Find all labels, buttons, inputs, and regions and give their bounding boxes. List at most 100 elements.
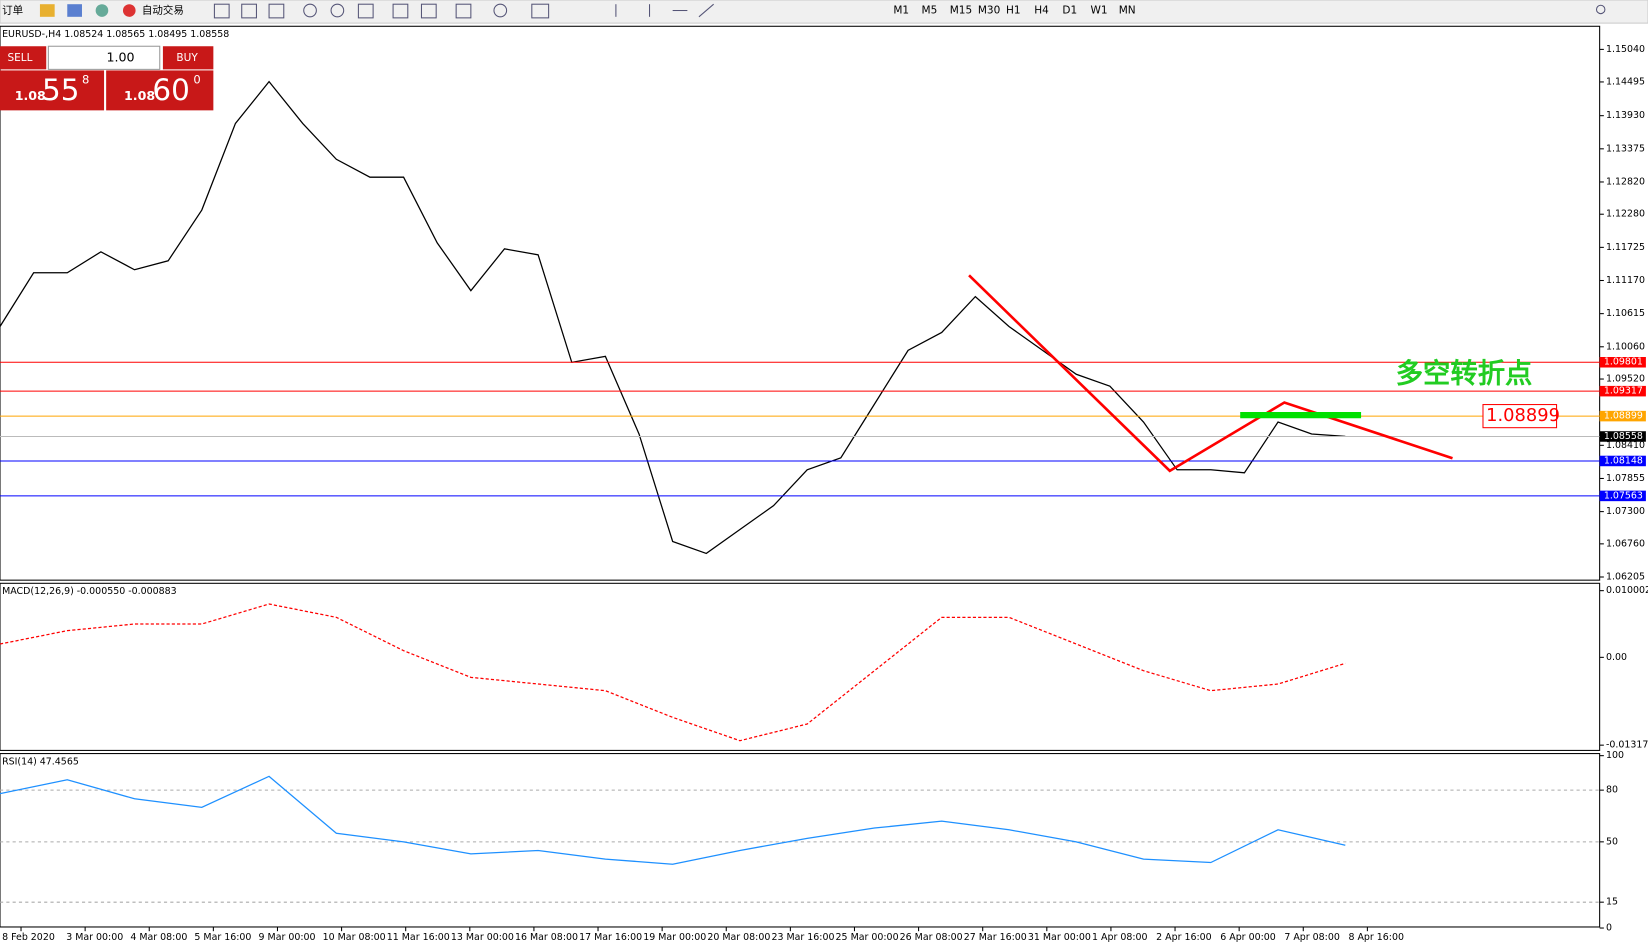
pane — [0, 582, 1601, 751]
buy-label: BUY — [176, 52, 198, 64]
bid-box[interactable] — [0, 70, 105, 111]
sell-label: SELL — [7, 52, 32, 64]
y-tick-label: 1.13375 — [1606, 143, 1645, 154]
search-icon[interactable] — [1595, 4, 1606, 15]
y-tick-label: 1.12820 — [1606, 176, 1645, 187]
icon[interactable] — [420, 3, 437, 19]
x-tick-label: 13 Mar 00:00 — [451, 932, 514, 943]
y-tick-label: 1.15040 — [1606, 44, 1645, 55]
pane-title: MACD(12,26,9) -0.000550 -0.000883 — [2, 586, 177, 597]
trade-panel: SELL 1.00 BUY 1.08 55 8 1.08 60 0 — [0, 45, 214, 111]
icon[interactable] — [213, 3, 230, 19]
icon[interactable] — [455, 3, 472, 19]
rsi-line — [0, 775, 1346, 865]
level-label-box — [1599, 490, 1646, 502]
bid-small: 8 — [82, 72, 89, 86]
lot-value: 1.00 — [106, 49, 134, 64]
icon[interactable] — [95, 4, 109, 17]
x-tick-label: 11 Mar 16:00 — [387, 932, 450, 943]
buy-button[interactable] — [162, 46, 214, 70]
x-tick-label: 4 Mar 08:00 — [130, 932, 187, 943]
y-tick-label: 50 — [1606, 836, 1618, 847]
price-label: 1.08899 — [1486, 405, 1560, 426]
ask-prefix: 1.08 — [124, 88, 155, 103]
lot-input[interactable] — [47, 45, 161, 70]
level-label-box — [1599, 431, 1646, 442]
ask-box[interactable] — [106, 70, 214, 111]
icon[interactable] — [330, 3, 345, 18]
x-tick-label: 27 Mar 16:00 — [964, 932, 1027, 943]
price-label-box — [1482, 404, 1558, 429]
trend-arrow — [968, 274, 1453, 473]
y-tick-label: 1.13930 — [1606, 110, 1645, 121]
x-tick-label: 3 Mar 00:00 — [66, 932, 123, 943]
x-tick-label: 31 Mar 00:00 — [1028, 932, 1091, 943]
toolbar-icons — [213, 3, 1606, 19]
pane — [0, 753, 1601, 928]
icon[interactable] — [241, 3, 257, 19]
x-tick-label: 8 Apr 16:00 — [1348, 932, 1404, 943]
new-order-button[interactable]: 订单 — [2, 5, 23, 17]
level-label: 1.07563 — [1604, 490, 1643, 501]
pane-title: RSI(14) 47.4565 — [2, 756, 79, 767]
y-tick-label: 80 — [1606, 785, 1618, 796]
timeframe-button[interactable]: MN — [1119, 5, 1136, 17]
y-tick-label: 1.10060 — [1606, 341, 1645, 352]
y-tick-label: 15 — [1606, 897, 1618, 908]
level-label: 1.08558 — [1604, 431, 1643, 442]
level-label: 1.09317 — [1604, 386, 1643, 397]
icon[interactable] — [531, 3, 550, 19]
x-tick-label: 9 Mar 00:00 — [259, 932, 316, 943]
icon[interactable] — [493, 3, 508, 18]
y-tick-label: 0 — [1606, 923, 1612, 934]
timeframe-button[interactable]: D1 — [1062, 5, 1077, 17]
x-tick-label: 1 Apr 08:00 — [1092, 932, 1148, 943]
ask-big: 60 — [152, 73, 189, 107]
x-tick-label: 19 Mar 00:00 — [643, 932, 706, 943]
toolbar — [0, 0, 1648, 24]
y-tick-label: 1.11725 — [1606, 242, 1645, 253]
y-tick-label: 1.10615 — [1606, 308, 1645, 319]
level-label-box — [1599, 455, 1646, 467]
x-tick-label: 5 Mar 16:00 — [194, 932, 251, 943]
icon[interactable] — [392, 3, 409, 19]
y-tick-label: 1.12280 — [1606, 209, 1645, 220]
y-tick-label: 1.07300 — [1606, 506, 1645, 517]
timeframe-button[interactable]: M15 — [950, 5, 972, 17]
icon[interactable] — [39, 4, 55, 17]
timeframe-button[interactable]: M1 — [893, 5, 909, 17]
y-tick-label: 100 — [1606, 750, 1624, 761]
x-tick-label: 6 Apr 00:00 — [1220, 932, 1276, 943]
pane-title: EURUSD-,H4 1.08524 1.08565 1.08495 1.085… — [2, 29, 229, 40]
icon[interactable] — [303, 3, 317, 18]
y-tick-label: 1.06205 — [1606, 571, 1645, 582]
timeframe-button[interactable]: H1 — [1006, 5, 1021, 17]
pane — [0, 25, 1601, 581]
icon[interactable] — [67, 4, 82, 17]
level-label: 1.08148 — [1604, 455, 1643, 466]
timeframe-button[interactable]: W1 — [1091, 5, 1108, 17]
level-label: 1.09801 — [1604, 357, 1643, 368]
icon[interactable] — [357, 3, 374, 19]
x-tick-label: 23 Mar 16:00 — [771, 932, 834, 943]
icon[interactable] — [268, 3, 285, 19]
x-tick-label: 26 Mar 08:00 — [900, 932, 963, 943]
x-tick-label: 10 Mar 08:00 — [323, 932, 386, 943]
y-tick-label: 1.07855 — [1606, 473, 1645, 484]
y-tick-label: 1.14495 — [1606, 76, 1645, 87]
timeframe-button[interactable]: M30 — [978, 5, 1000, 17]
sell-button[interactable] — [0, 46, 47, 70]
auto-trading-icon[interactable] — [122, 4, 136, 17]
icon[interactable] — [698, 3, 714, 18]
timeframe-button[interactable]: M5 — [922, 5, 938, 17]
timeframe-button[interactable]: H4 — [1034, 5, 1049, 17]
bid-prefix: 1.08 — [15, 88, 46, 103]
level-label-box — [1599, 385, 1646, 397]
annotation: 多空转折点 — [1396, 358, 1533, 390]
auto-trading-button[interactable]: 自动交易 — [142, 4, 184, 17]
y-tick-label: 1.09520 — [1606, 374, 1645, 385]
ask-small: 0 — [193, 72, 200, 86]
level-label: 1.08899 — [1604, 411, 1643, 422]
